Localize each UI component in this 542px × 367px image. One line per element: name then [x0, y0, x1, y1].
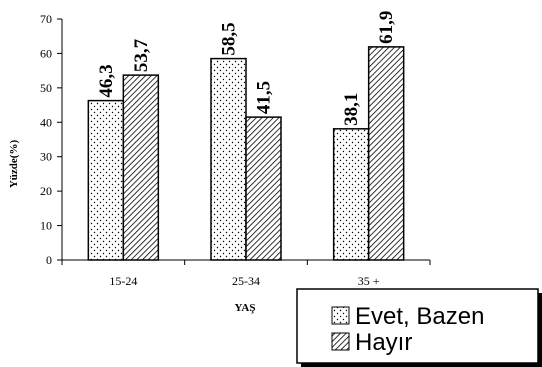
x-tick-label: 15-24: [109, 274, 137, 288]
legend: Evet, Bazen Hayır: [296, 288, 542, 367]
x-tick-label: 25-34: [232, 274, 260, 288]
y-tick-label: 10: [40, 219, 52, 233]
x-tick-label: 35 +: [358, 274, 380, 288]
y-tick-label: 30: [40, 150, 52, 164]
axes-layer: [57, 18, 431, 265]
y-axis-title: Yüzde(%): [8, 140, 20, 189]
data-label: 53,7: [131, 38, 152, 72]
bar-2-15-24: [122, 74, 160, 261]
legend-box: [296, 288, 539, 364]
bar-1-15-24: [87, 99, 125, 261]
legend-swatch-series-1: [331, 306, 350, 325]
data-label: 41,5: [254, 81, 275, 114]
y-tick-label: 70: [40, 12, 52, 26]
y-tick-label: 50: [40, 81, 52, 95]
data-label: 61,9: [376, 11, 397, 44]
bar-1-35+: [332, 128, 370, 261]
y-tick-label: 20: [40, 184, 52, 198]
y-tick-label: 60: [40, 46, 52, 60]
y-tick-label: 0: [46, 253, 52, 267]
bar-2-25-34: [245, 116, 282, 261]
data-label: 46,3: [96, 64, 117, 97]
legend-label-series-2: Hayır: [355, 329, 412, 356]
data-label: 58,5: [219, 22, 240, 55]
x-axis-title: YAŞ: [235, 302, 256, 314]
bar-1-25-34: [210, 57, 247, 261]
data-label: 38,1: [341, 93, 362, 126]
bar-2-35+: [367, 46, 405, 261]
legend-label-series-1: Evet, Bazen: [355, 303, 484, 330]
bars-layer: [87, 46, 405, 261]
labels-layer: 46,3 53,7 15-24 58,5 41,5 25-34 38,1 61,9 35 + 0 1…: [40, 11, 397, 288]
legend-swatch-series-2: [331, 332, 350, 351]
y-tick-label: 40: [40, 115, 52, 129]
